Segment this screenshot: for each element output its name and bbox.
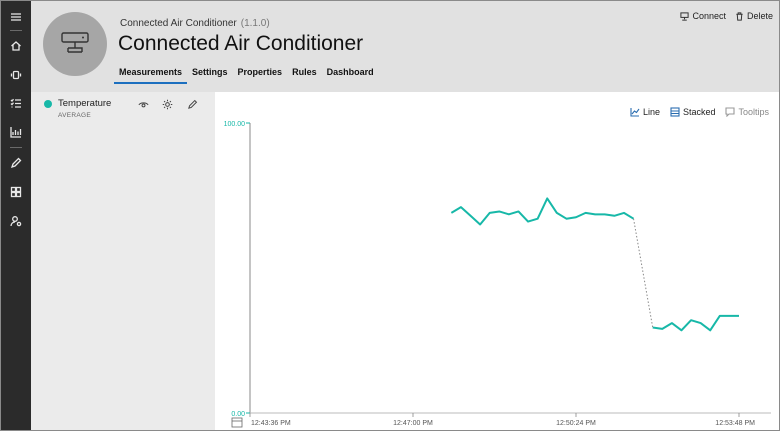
trash-icon bbox=[736, 11, 743, 21]
menu-icon bbox=[11, 13, 21, 21]
tab-rules[interactable]: Rules bbox=[292, 67, 317, 77]
measurement-name: Temperature bbox=[58, 98, 112, 109]
rail-divider bbox=[10, 147, 22, 148]
x-tick-label: 12:50:24 PM bbox=[556, 420, 596, 427]
visibility-toggle[interactable] bbox=[137, 98, 149, 110]
series-color-dot bbox=[44, 100, 52, 108]
left-nav-rail bbox=[1, 1, 31, 430]
device-header: Connected Air Conditioner (1.1.0) Connect… bbox=[31, 1, 779, 92]
series-line bbox=[450, 197, 635, 226]
header-actions: Connect Delete bbox=[680, 11, 773, 21]
calendar-icon[interactable] bbox=[231, 417, 243, 428]
delete-button[interactable]: Delete bbox=[735, 11, 773, 21]
connect-icon bbox=[680, 11, 690, 21]
menu-button[interactable] bbox=[1, 5, 31, 29]
tooltips-label: Tooltips bbox=[738, 107, 769, 117]
template-name-text: Connected Air Conditioner bbox=[120, 18, 237, 29]
nav-device-sets[interactable] bbox=[1, 91, 31, 115]
list-icon bbox=[10, 98, 21, 108]
edit-icon bbox=[10, 157, 22, 169]
connect-button[interactable]: Connect bbox=[680, 11, 726, 21]
tab-bar: Measurements Settings Properties Rules D… bbox=[114, 66, 379, 84]
x-tick-label: 12:53:48 PM bbox=[715, 420, 755, 427]
nav-administration[interactable] bbox=[1, 209, 31, 233]
eye-icon bbox=[137, 101, 149, 107]
data-gap-connector bbox=[633, 218, 654, 328]
tab-properties[interactable]: Properties bbox=[237, 67, 283, 77]
stacked-view-button[interactable]: Stacked bbox=[670, 107, 716, 117]
template-version: (1.1.0) bbox=[240, 18, 270, 29]
measurements-panel: Temperature AVERAGE bbox=[31, 92, 215, 430]
line-chart-icon bbox=[630, 108, 640, 117]
delete-label: Delete bbox=[746, 11, 773, 21]
admin-icon bbox=[10, 216, 22, 227]
chart-area: Line Stacked Tooltips 100.00 0.00 12:43:36… bbox=[215, 92, 780, 431]
y-tick-label: 100.00 bbox=[224, 121, 246, 128]
device-icon bbox=[10, 70, 22, 80]
nav-devices[interactable] bbox=[1, 63, 31, 87]
page-title: Connected Air Conditioner bbox=[118, 32, 364, 55]
nav-home[interactable] bbox=[1, 34, 31, 58]
tooltip-icon bbox=[725, 107, 736, 117]
measurement-settings-button[interactable] bbox=[161, 98, 173, 110]
device-avatar bbox=[43, 12, 107, 76]
stacked-chart-icon bbox=[670, 107, 680, 117]
line-view-button[interactable]: Line bbox=[630, 107, 660, 117]
dashboard-icon bbox=[10, 186, 22, 198]
tooltips-toggle[interactable]: Tooltips bbox=[725, 107, 769, 117]
measurement-aggregation: AVERAGE bbox=[58, 112, 92, 119]
rail-divider bbox=[10, 30, 22, 31]
nav-analytics[interactable] bbox=[1, 120, 31, 144]
pencil-icon bbox=[187, 99, 197, 109]
line-view-label: Line bbox=[642, 107, 660, 117]
device-template-icon bbox=[61, 32, 89, 53]
nav-edit[interactable] bbox=[1, 151, 31, 175]
gear-icon bbox=[162, 99, 172, 109]
home-icon bbox=[11, 41, 21, 51]
tab-measurements[interactable]: Measurements bbox=[114, 66, 188, 84]
chart-toolbar: Line Stacked Tooltips bbox=[630, 107, 769, 117]
connect-label: Connect bbox=[692, 11, 726, 21]
series-line bbox=[652, 314, 739, 332]
nav-dashboard[interactable] bbox=[1, 180, 31, 204]
measurement-edit-button[interactable] bbox=[186, 98, 198, 110]
y-tick-label: 0.00 bbox=[231, 411, 245, 418]
device-template-name: Connected Air Conditioner (1.1.0) bbox=[120, 18, 270, 29]
stacked-view-label: Stacked bbox=[682, 107, 716, 117]
tab-dashboard[interactable]: Dashboard bbox=[326, 67, 374, 77]
tab-settings[interactable]: Settings bbox=[192, 67, 228, 77]
line-chart[interactable]: 100.00 0.00 12:43:36 PM 12:47:00 PM 12:50:24… bbox=[215, 92, 780, 431]
x-tick-label: 12:43:36 PM bbox=[251, 420, 291, 427]
analytics-icon bbox=[10, 127, 22, 138]
x-tick-label: 12:47:00 PM bbox=[393, 420, 433, 427]
